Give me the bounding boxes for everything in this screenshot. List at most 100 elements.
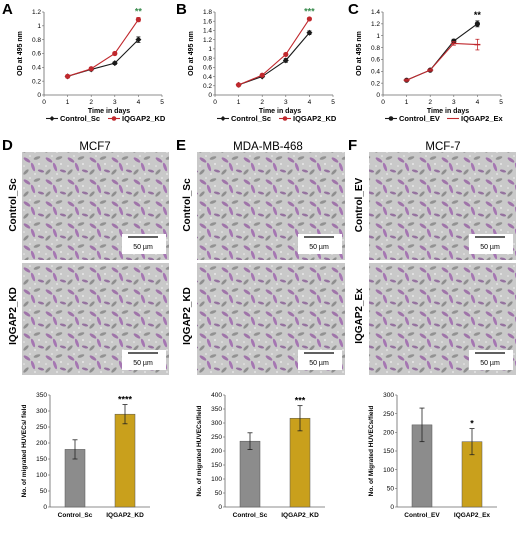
y-tick-label: 0 (390, 504, 394, 511)
y-tick-label: 50 (40, 488, 48, 495)
x-tick-label: 2 (89, 99, 93, 106)
y-tick-label: 350 (36, 392, 47, 399)
x-tick-label: 5 (499, 99, 503, 106)
bar (114, 413, 136, 508)
x-axis-title: Time in days (427, 108, 469, 115)
y-tick-label: 0.6 (32, 51, 41, 58)
x-tick-label: 0 (42, 99, 46, 106)
legend-marker (111, 116, 117, 121)
category-label: IQGAP2_Ex (454, 512, 491, 519)
y-tick-label: 0 (376, 92, 380, 99)
y-tick-label: 0.6 (371, 57, 380, 64)
micrograph-column-e: Control_Sc 50 µm IQGAP2_KD 50 µm (182, 152, 345, 375)
y-tick-label: 1.2 (203, 37, 212, 44)
y-tick-label: 100 (211, 476, 222, 483)
micrograph-column-f: Control_EV 50 µm IQGAP2_Ex 50 µm (354, 152, 516, 375)
x-tick-label: 3 (113, 99, 117, 106)
row-label-d-bottom: IQGAP2_KD (8, 287, 19, 345)
y-tick-label: 200 (383, 430, 394, 437)
bar (289, 417, 311, 508)
scale-label: 50 µm (133, 360, 153, 367)
y-tick-label: 0.6 (203, 65, 212, 72)
y-tick-label: 1 (208, 46, 212, 53)
y-tick-label: 0 (43, 504, 47, 511)
x-tick-label: 0 (213, 99, 217, 106)
significance-marker: ** (135, 7, 143, 17)
x-tick-label: 2 (428, 99, 432, 106)
panel-letter-e: E (176, 137, 186, 154)
legend-label: Control_Sc (231, 114, 271, 123)
series-line (238, 32, 310, 86)
x-tick-label: 4 (476, 99, 480, 106)
legend-label: IQGAP2_KD (293, 114, 337, 123)
y-axis-title: OD at 495 nm (356, 31, 363, 76)
scale-box (122, 350, 166, 370)
y-tick-label: 0 (218, 504, 222, 511)
scale-label: 50 µm (480, 360, 500, 367)
x-tick-label: 1 (66, 99, 70, 106)
y-tick-label: 0.2 (371, 80, 380, 87)
significance-marker: *** (295, 396, 306, 406)
panel-letter-b: B (176, 1, 187, 18)
y-tick-label: 150 (36, 456, 47, 463)
data-point (474, 21, 480, 27)
category-label: Control_EV (404, 512, 440, 519)
cell-line-title-d: MCF7 (79, 141, 110, 153)
y-tick-label: 200 (36, 440, 47, 447)
legend-label: IQGAP2_KD (122, 114, 166, 123)
row-label-d-top: Control_Sc (8, 178, 19, 232)
y-tick-label: 150 (383, 448, 394, 455)
y-tick-label: 100 (383, 467, 394, 474)
data-point (111, 60, 118, 67)
y-tick-label: 250 (36, 424, 47, 431)
category-label: Control_Sc (233, 512, 268, 519)
legend-marker (220, 116, 226, 121)
data-point (135, 17, 141, 23)
y-tick-label: 0.8 (32, 37, 41, 44)
x-axis-title: Time in days (88, 108, 130, 115)
y-tick-label: 300 (383, 392, 394, 399)
significance-marker: ** (474, 10, 482, 20)
data-point (306, 29, 313, 36)
category-label: Control_Sc (58, 512, 93, 519)
scale-label: 50 µm (480, 244, 500, 251)
y-tick-label: 0.4 (371, 68, 380, 75)
data-point (65, 73, 71, 79)
micrograph-column-d: Control_Sc 50 µm IQGAP2_KD 50 µm (8, 152, 169, 375)
scale-box (122, 234, 166, 254)
legend-label: Control_Sc (60, 114, 100, 123)
y-tick-label: 300 (211, 420, 222, 427)
y-tick-label: 50 (387, 486, 395, 493)
panel-letter-c: C (348, 1, 359, 18)
panel-letter-a: A (2, 1, 13, 18)
series-line (406, 42, 478, 81)
y-tick-label: 100 (36, 472, 47, 479)
y-tick-label: 50 (215, 490, 223, 497)
scale-label: 50 µm (309, 244, 329, 251)
scale-box (469, 350, 513, 370)
scale-label: 50 µm (309, 360, 329, 367)
y-tick-label: 350 (211, 406, 222, 413)
x-axis-title: Time in days (259, 108, 301, 115)
x-tick-label: 1 (405, 99, 409, 106)
y-tick-label: 0.4 (203, 74, 212, 81)
category-label: IQGAP2_KD (281, 512, 319, 519)
data-point (283, 51, 289, 58)
y-tick-label: 1.4 (371, 9, 380, 16)
series-line (238, 18, 310, 86)
y-tick-label: 0.2 (203, 83, 212, 90)
y-tick-label: 300 (36, 408, 47, 415)
cell-line-title-e: MDA-MB-468 (233, 141, 303, 153)
y-tick-label: 0.8 (371, 45, 380, 52)
legend-marker (49, 116, 55, 121)
data-point (88, 66, 94, 72)
y-axis-title: OD at 495 nm (188, 31, 195, 76)
data-point (259, 72, 265, 78)
row-label-f-bottom: IQGAP2_Ex (354, 288, 365, 344)
series-line (67, 19, 139, 77)
legend-marker (282, 116, 288, 121)
scale-box (469, 234, 513, 254)
x-tick-label: 0 (381, 99, 385, 106)
panel-letter-d: D (2, 137, 13, 154)
